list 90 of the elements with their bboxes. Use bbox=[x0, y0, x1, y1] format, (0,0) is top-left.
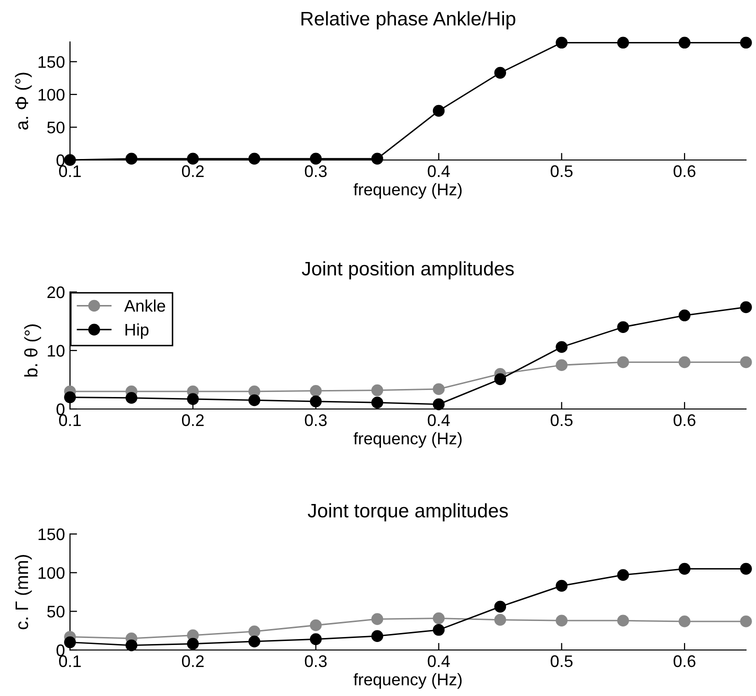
chart-title: Joint torque amplitudes bbox=[308, 503, 508, 522]
point bbox=[432, 612, 445, 624]
y-tick-label: 20 bbox=[47, 286, 64, 298]
point bbox=[310, 395, 322, 408]
point bbox=[617, 36, 629, 49]
point bbox=[432, 624, 445, 636]
point bbox=[432, 398, 445, 410]
point bbox=[556, 341, 568, 353]
point bbox=[371, 384, 384, 396]
x-axis-title: frequency (Hz) bbox=[354, 432, 462, 448]
x-tick-label: 0.5 bbox=[550, 414, 573, 426]
point bbox=[126, 639, 138, 652]
point bbox=[678, 356, 690, 368]
y-tick-label: 150 bbox=[38, 528, 64, 540]
x-tick-label: 0.3 bbox=[304, 165, 327, 178]
point bbox=[740, 36, 752, 49]
y-tick-label: 100 bbox=[38, 567, 64, 579]
point bbox=[678, 36, 690, 49]
point bbox=[187, 152, 199, 165]
point bbox=[678, 309, 690, 322]
y-axis-title: c. Γ (mm) bbox=[14, 555, 32, 630]
y-axis-title: b. θ (°) bbox=[24, 324, 42, 377]
point bbox=[371, 152, 384, 165]
point bbox=[740, 301, 752, 314]
point bbox=[617, 614, 629, 627]
x-tick-label: 0.4 bbox=[428, 414, 450, 426]
chart-title: Relative phase Ankle/Hip bbox=[302, 11, 516, 30]
point bbox=[494, 600, 506, 613]
point bbox=[371, 396, 384, 408]
x-tick-label: 0.2 bbox=[182, 414, 204, 426]
chart-title: Joint position amplitudes bbox=[302, 261, 514, 280]
x-tick-label: 0.2 bbox=[182, 165, 204, 178]
x-tick-label: 0.1 bbox=[59, 165, 81, 178]
point bbox=[432, 383, 445, 396]
point bbox=[556, 580, 568, 592]
x-tick-label: 0.6 bbox=[674, 414, 696, 426]
point bbox=[248, 626, 260, 638]
point bbox=[310, 619, 322, 632]
point bbox=[556, 614, 568, 627]
x-tick-label: 0.1 bbox=[59, 655, 81, 668]
x-tick-label: 0.5 bbox=[550, 655, 573, 668]
point bbox=[617, 356, 629, 368]
y-tick-label: 150 bbox=[38, 56, 64, 68]
y-tick-label: 0 bbox=[56, 644, 64, 656]
point bbox=[617, 321, 629, 334]
point bbox=[187, 393, 199, 405]
point bbox=[740, 356, 752, 368]
x-axis-title: frequency (Hz) bbox=[354, 673, 462, 689]
y-tick-label: 10 bbox=[48, 344, 64, 357]
point bbox=[248, 394, 260, 406]
y-tick-label: 0 bbox=[56, 403, 64, 416]
point bbox=[678, 562, 690, 575]
point bbox=[740, 562, 752, 575]
point bbox=[64, 391, 76, 404]
point bbox=[371, 613, 384, 625]
y-axis-title: a. Φ (°) bbox=[14, 72, 32, 130]
x-tick-label: 0.4 bbox=[428, 655, 450, 668]
x-axis-title: frequency (Hz) bbox=[354, 183, 462, 199]
point bbox=[126, 152, 138, 165]
legend-label: Ankle bbox=[124, 300, 166, 312]
point bbox=[310, 152, 322, 165]
x-tick-label: 0.2 bbox=[182, 655, 204, 668]
x-tick-label: 0.3 bbox=[304, 414, 327, 426]
point bbox=[310, 384, 322, 397]
x-tick-label: 0.6 bbox=[674, 655, 696, 668]
point bbox=[740, 615, 752, 628]
y-tick-label: 50 bbox=[47, 606, 64, 618]
point bbox=[617, 569, 629, 581]
x-tick-label: 0.6 bbox=[674, 165, 696, 178]
point bbox=[126, 392, 138, 404]
point bbox=[678, 615, 690, 628]
point bbox=[248, 152, 260, 165]
point bbox=[556, 359, 568, 372]
x-tick-label: 0.3 bbox=[304, 655, 327, 668]
point bbox=[310, 633, 322, 646]
y-tick-label: 100 bbox=[38, 88, 64, 101]
x-tick-label: 0.5 bbox=[550, 165, 573, 178]
y-tick-label: 50 bbox=[47, 122, 64, 134]
point bbox=[556, 36, 568, 49]
point bbox=[187, 638, 199, 650]
point bbox=[432, 104, 445, 117]
point bbox=[248, 636, 260, 648]
legend-label: Hip bbox=[126, 323, 148, 339]
x-tick-label: 0.1 bbox=[59, 414, 81, 426]
point bbox=[371, 630, 384, 642]
point bbox=[494, 614, 506, 626]
y-tick-label: 0 bbox=[56, 154, 64, 166]
point bbox=[494, 373, 506, 386]
point bbox=[494, 66, 506, 79]
x-tick-label: 0.4 bbox=[428, 165, 450, 178]
